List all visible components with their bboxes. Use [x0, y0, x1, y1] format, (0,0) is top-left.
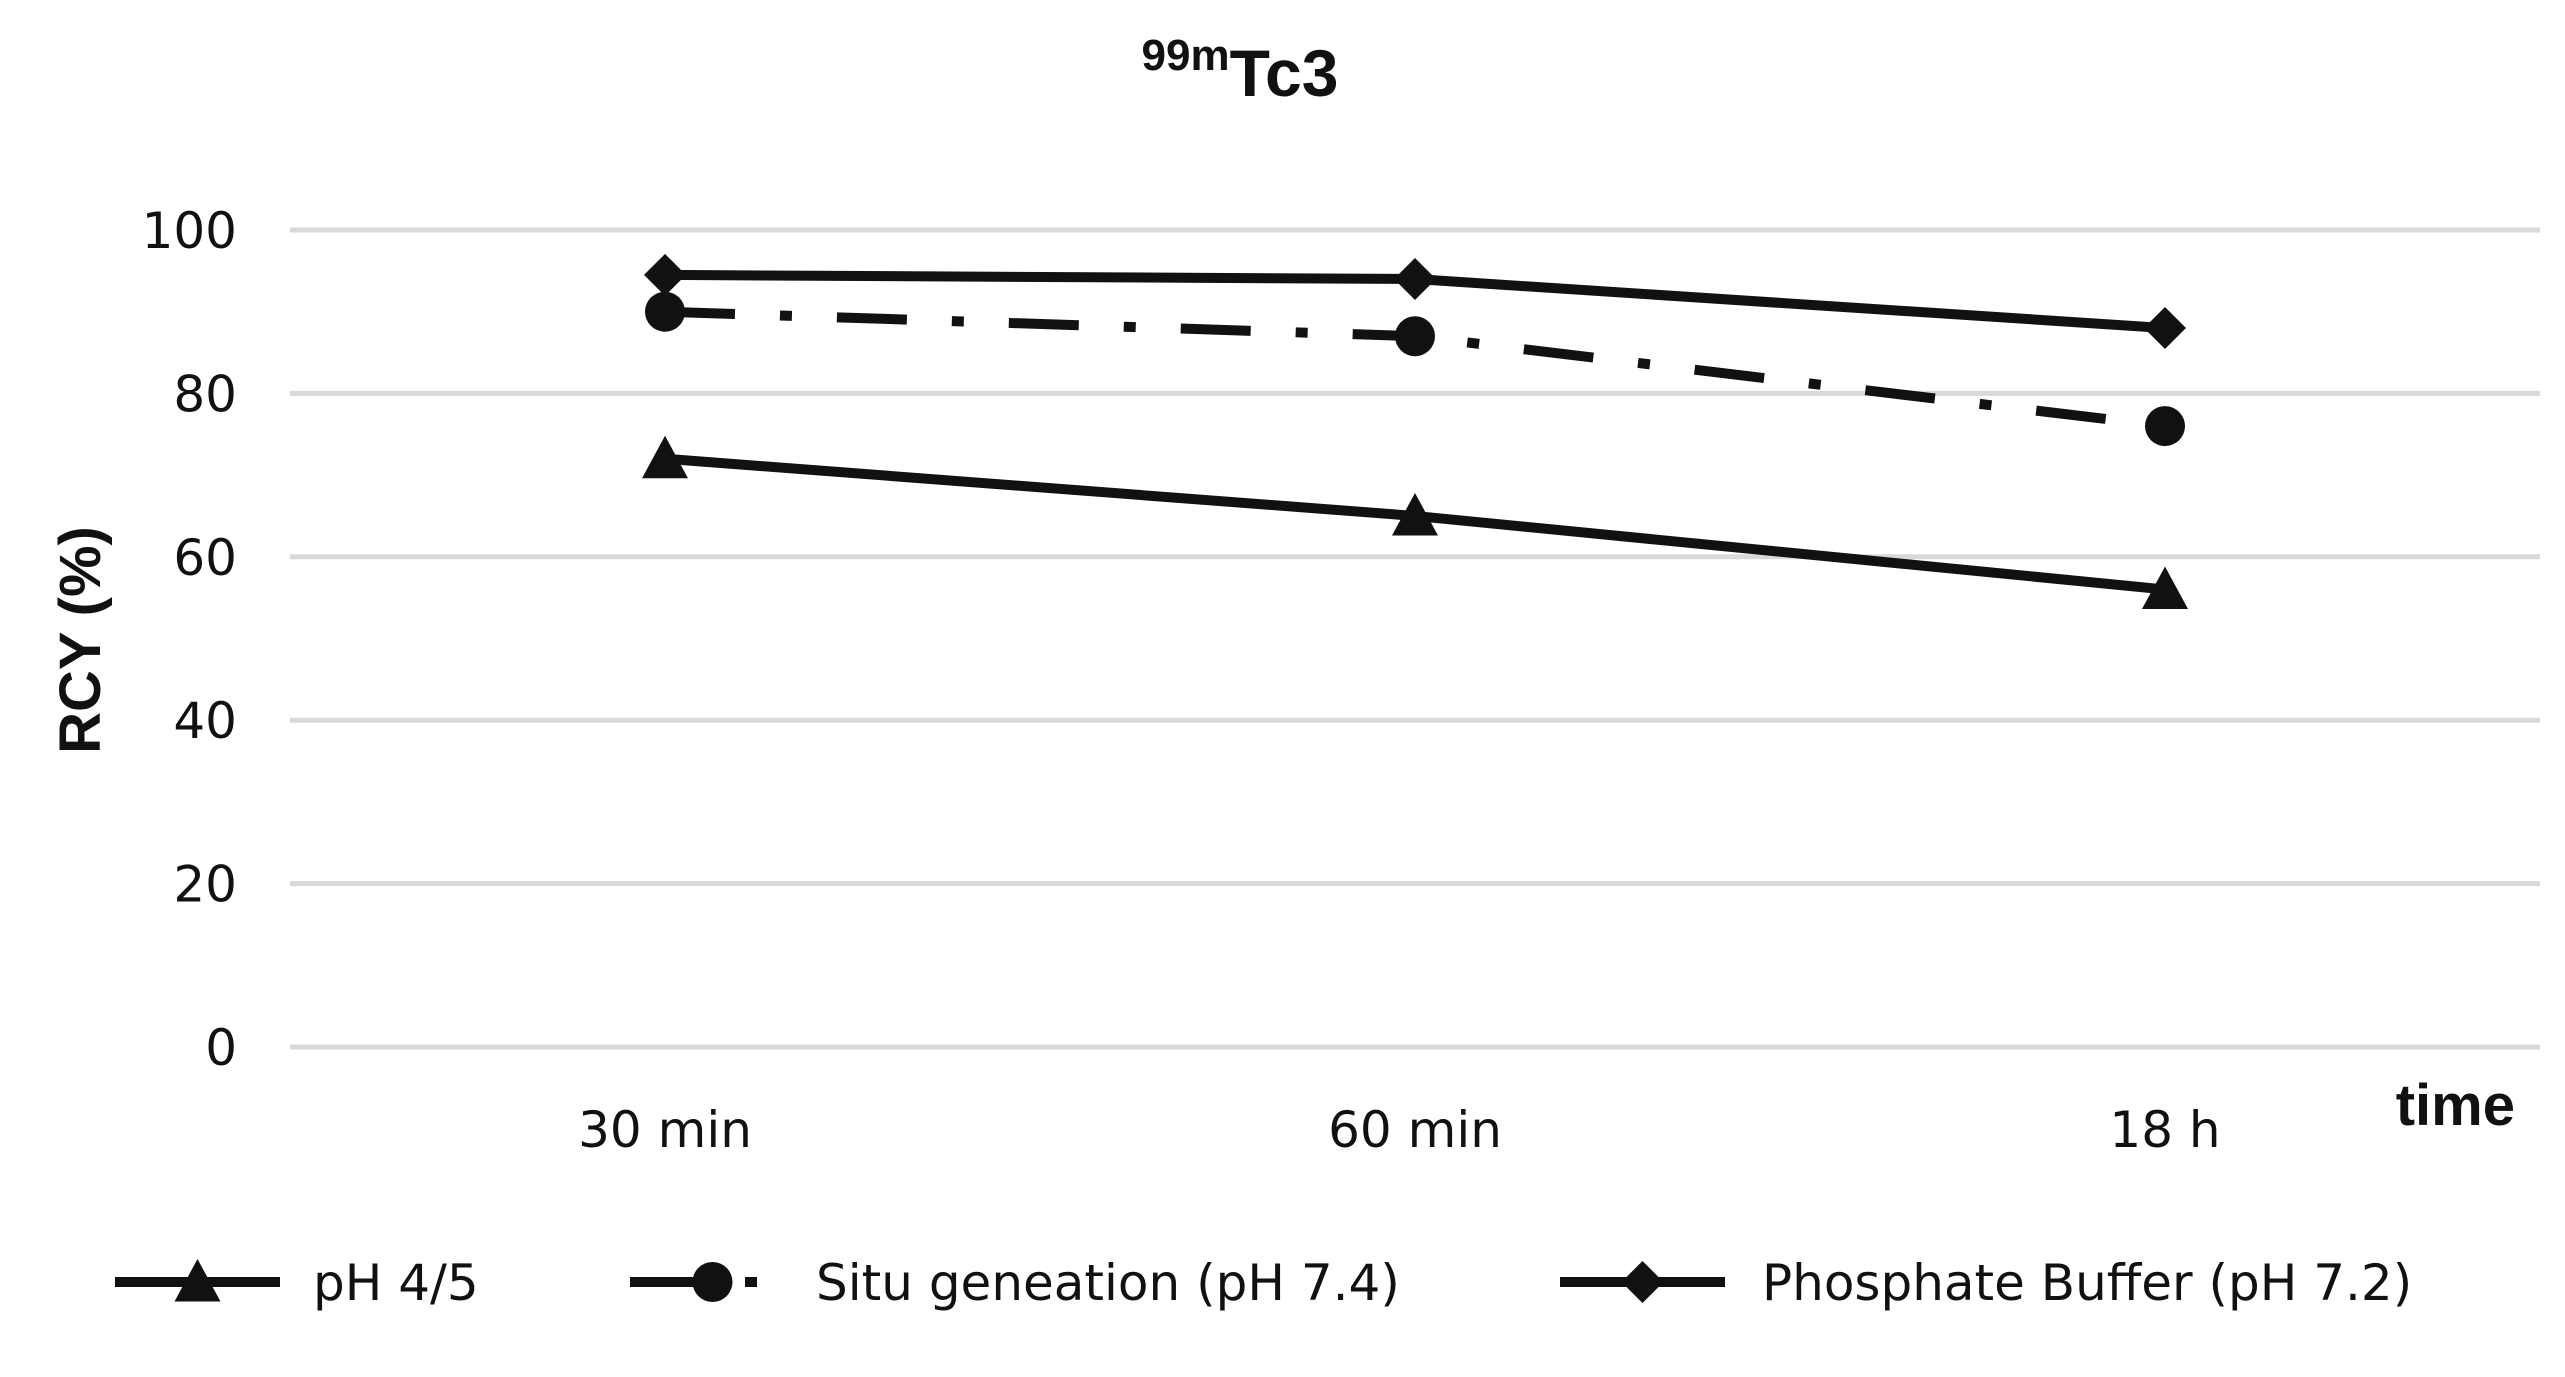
data-point-diamond	[1394, 258, 1436, 301]
x-tick-label: 60 min	[1328, 1101, 1502, 1159]
data-point-diamond	[2144, 307, 2186, 350]
legend-label: Situ geneation (pH 7.4)	[816, 1254, 1400, 1312]
series-3	[644, 253, 2186, 350]
data-point-triangle	[1392, 492, 1438, 536]
series	[642, 253, 2188, 610]
chart-title: 99mTc3	[1142, 31, 1339, 110]
gridlines	[290, 227, 2540, 1050]
data-point-circle	[645, 291, 685, 332]
y-axis-title: RCY (%)	[48, 526, 113, 754]
legend-marker-circle	[692, 1262, 733, 1302]
data-point-triangle	[642, 435, 688, 479]
series-1	[642, 435, 2188, 610]
legend-label: pH 4/5	[313, 1254, 479, 1312]
data-point-circle	[2145, 406, 2185, 447]
y-tick-label: 20	[173, 856, 237, 914]
legend-marker-diamond	[1621, 1261, 1664, 1303]
chart-title-main: Tc3	[1230, 36, 1339, 110]
y-tick-label: 0	[205, 1019, 237, 1077]
data-point-circle	[1395, 316, 1435, 357]
series-2	[645, 291, 2185, 447]
data-point-triangle	[2142, 566, 2188, 610]
y-tick-label: 60	[173, 529, 237, 587]
x-axis-title: time	[2396, 1073, 2515, 1138]
y-tick-label: 80	[173, 365, 237, 423]
x-tick-labels: 30 min 60 min 18 h	[578, 1101, 2221, 1159]
y-tick-label: 40	[173, 692, 237, 750]
legend-item: Situ geneation (pH 7.4)	[630, 1254, 1400, 1312]
y-tick-label: 100	[142, 202, 237, 260]
legend-marker-triangle	[174, 1259, 221, 1302]
x-tick-label: 30 min	[578, 1101, 752, 1159]
data-point-diamond	[644, 253, 686, 296]
legend-item: pH 4/5	[115, 1254, 479, 1312]
legend-item: Phosphate Buffer (pH 7.2)	[1560, 1254, 2412, 1312]
chart-title-superscript: 99m	[1142, 31, 1230, 80]
x-tick-label: 18 h	[2109, 1101, 2220, 1159]
y-tick-labels: 0 20 40 60 80 100	[142, 202, 237, 1077]
legend-label: Phosphate Buffer (pH 7.2)	[1762, 1254, 2412, 1312]
legend: pH 4/5 Situ geneation (pH 7.4) Phosphate B…	[115, 1254, 2412, 1312]
